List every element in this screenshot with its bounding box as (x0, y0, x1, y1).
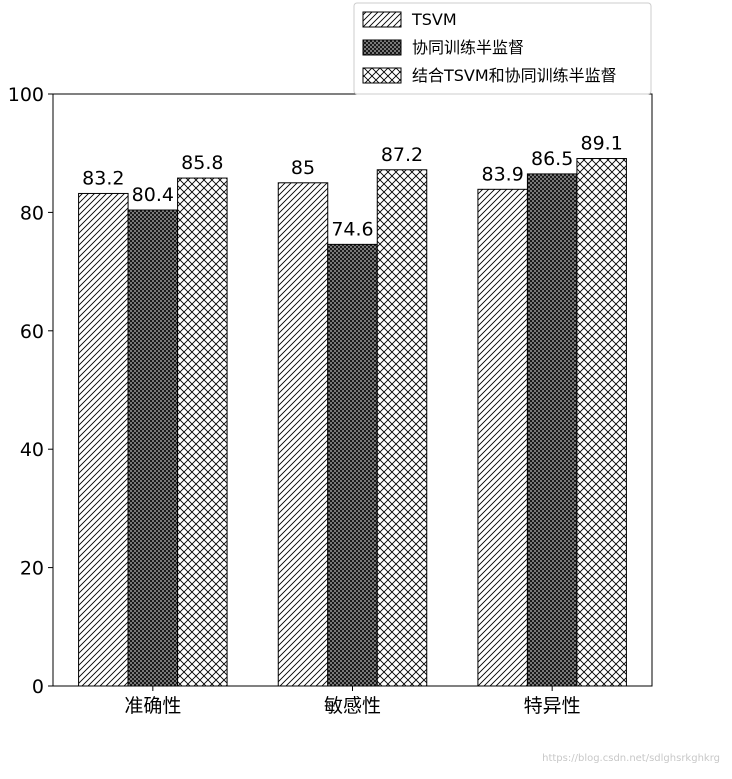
bar-value-label: 89.1 (581, 133, 623, 155)
legend-swatch (362, 67, 402, 84)
bar-2-2 (327, 243, 378, 687)
x-tick-label: 特异性 (524, 695, 581, 717)
bar-2-1 (127, 209, 179, 687)
bar-1-3 (477, 188, 528, 687)
legend-box (353, 2, 652, 95)
bar-1-1 (78, 192, 129, 687)
y-tick-label: 100 (8, 84, 44, 106)
bar-value-label: 83.9 (482, 163, 524, 185)
legend-label: 协同训练半监督 (412, 38, 524, 57)
bar-value-label: 80.4 (132, 184, 174, 206)
y-tick-label: 40 (20, 439, 44, 461)
legend-swatch (362, 39, 402, 56)
bar-2-3 (526, 173, 578, 687)
legend-label: TSVM (411, 10, 457, 29)
bar-value-label: 85.8 (181, 152, 223, 174)
y-tick-label: 0 (32, 676, 44, 698)
x-tick-label: 敏感性 (324, 695, 381, 717)
y-tick-label: 80 (20, 202, 44, 224)
bar-1-2 (277, 182, 329, 687)
bar-value-label: 86.5 (531, 148, 573, 170)
y-tick-label: 60 (20, 321, 44, 343)
legend-swatch (362, 11, 402, 28)
bar-value-label: 85 (291, 157, 315, 179)
y-tick-label: 20 (20, 558, 44, 580)
watermark: https://blog.csdn.net/sdlghsrkghkrg (542, 753, 720, 764)
bar-value-label: 74.6 (331, 218, 373, 240)
bar-value-label: 87.2 (381, 144, 423, 166)
bar-3-3 (576, 158, 627, 687)
bar-value-label: 83.2 (82, 167, 124, 189)
x-tick-label: 准确性 (124, 695, 181, 717)
bar-3-1 (177, 177, 228, 687)
bar-3-2 (376, 169, 428, 687)
legend-label: 结合TSVM和协同训练半监督 (412, 66, 617, 85)
